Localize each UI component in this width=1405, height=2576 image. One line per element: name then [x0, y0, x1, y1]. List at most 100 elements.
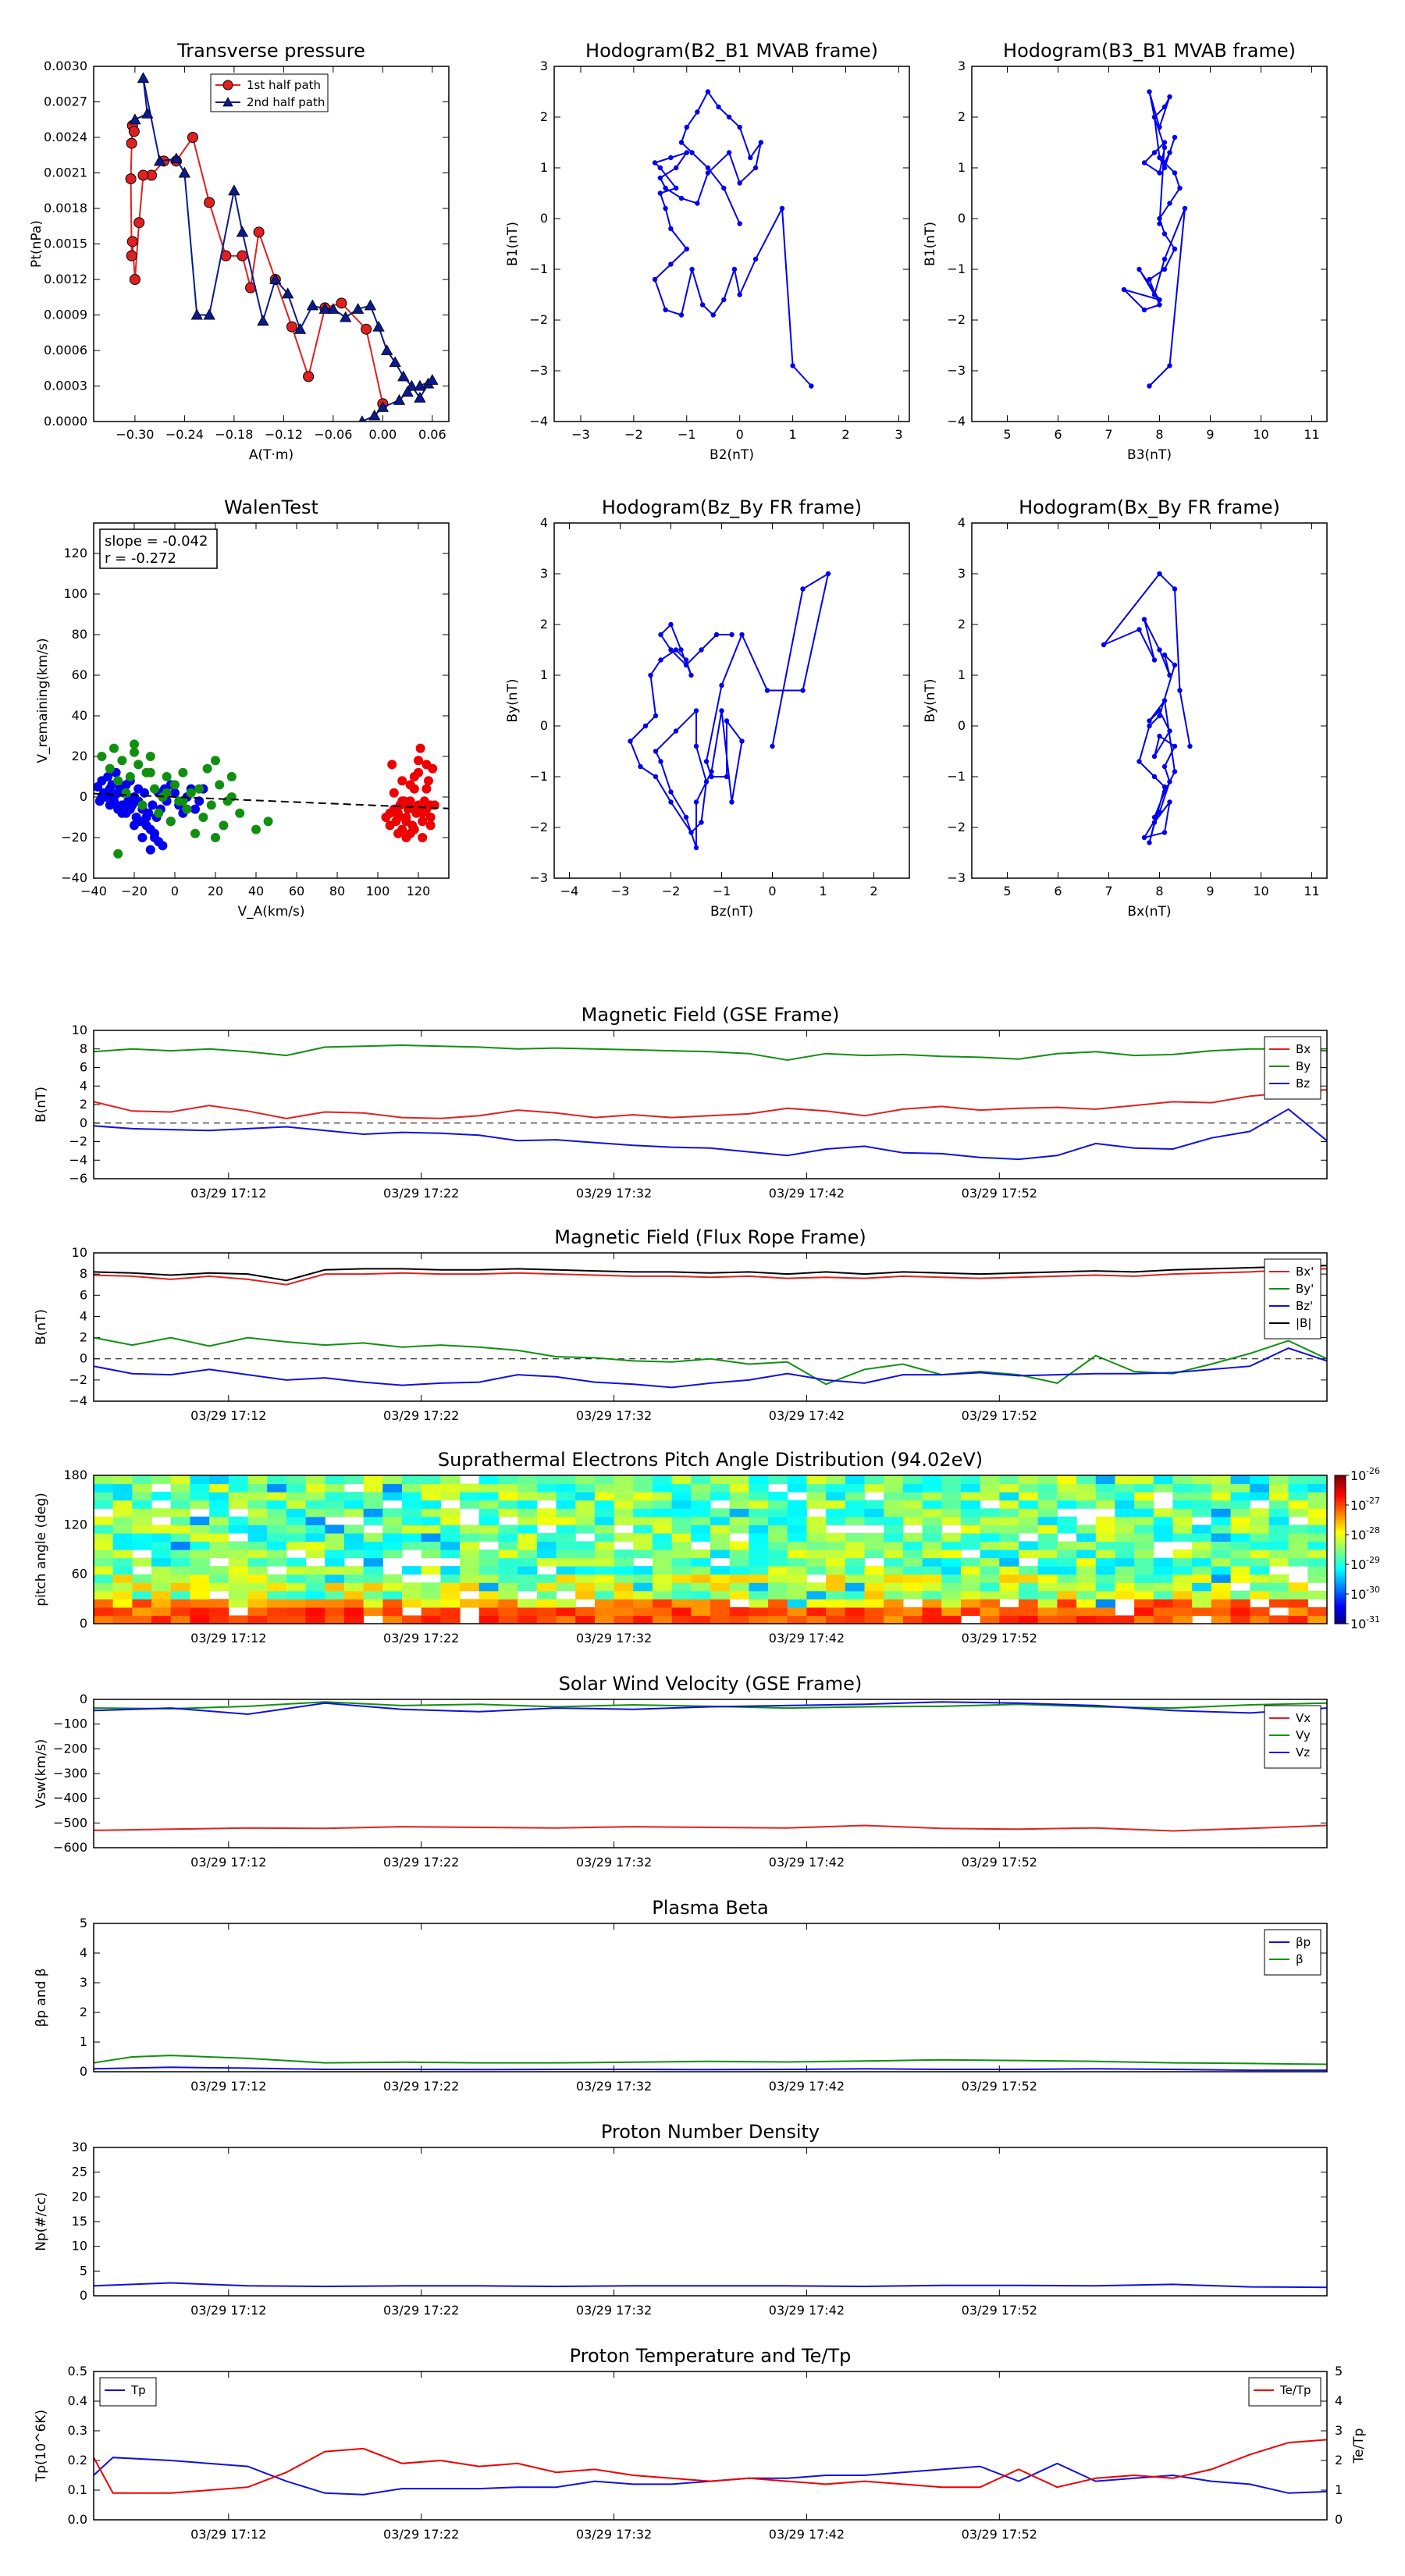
pad-cell — [1211, 1500, 1232, 1509]
pt-point — [126, 137, 137, 149]
pt-point — [203, 308, 215, 320]
h31-ytick-label: 3 — [958, 59, 966, 73]
pad-cell — [1153, 1557, 1174, 1567]
hbx-xlabel: Bx(nT) — [1127, 904, 1171, 920]
pad-cell — [518, 1574, 538, 1583]
pad-cell — [363, 1475, 383, 1485]
bfr-panel: Magnetic Field (Flux Rope Frame)−4−20246… — [34, 1226, 1328, 1423]
pad-colorbar-step — [1335, 1535, 1346, 1538]
pt-title: Transverse pressure — [176, 40, 365, 62]
walen-point — [130, 739, 139, 749]
pad-colorbar-base: 10 — [1350, 1617, 1366, 1631]
beta-title: Plasma Beta — [652, 1897, 768, 1919]
pad-cell — [749, 1550, 769, 1559]
tp-ytick-right-label: 3 — [1335, 2423, 1343, 2438]
walen-ytick-label: 40 — [72, 708, 87, 723]
pad-cell — [787, 1550, 808, 1559]
pad-cell — [112, 1599, 133, 1608]
h21-panel: Hodogram(B2_B1 MVAB frame)−4−3−2−10123−3… — [505, 40, 910, 463]
pad-cell — [1095, 1475, 1116, 1485]
pad-cell — [1037, 1557, 1058, 1567]
vsw-ytick-label: −200 — [53, 1741, 87, 1756]
pad-cell — [594, 1516, 615, 1525]
pad-cell — [1172, 1582, 1193, 1592]
pad-xtick-label: 03/29 17:12 — [190, 1631, 266, 1646]
pad-cell — [112, 1606, 133, 1617]
pad-cell — [691, 1475, 711, 1485]
pad-cell — [1307, 1590, 1328, 1599]
pad-cell — [1288, 1541, 1308, 1550]
pad-cell — [633, 1475, 653, 1485]
h31-point — [1147, 89, 1152, 94]
pad-cell — [826, 1550, 846, 1559]
pad-cell — [460, 1557, 480, 1567]
pad-cell — [787, 1508, 808, 1517]
legend-label: Bz — [1296, 1076, 1310, 1091]
walen-point — [235, 808, 245, 818]
pad-cell — [1153, 1483, 1174, 1493]
hbx-xtick-label: 9 — [1206, 884, 1214, 898]
pad-cell — [633, 1483, 653, 1493]
pad-cell — [1095, 1483, 1116, 1493]
bgse-xtick-label: 03/29 17:52 — [962, 1186, 1037, 1201]
pad-cell — [1211, 1516, 1232, 1525]
pad-cell — [1307, 1541, 1328, 1550]
pad-cell — [691, 1516, 711, 1525]
pad-cell — [382, 1599, 403, 1608]
pad-cell — [768, 1541, 788, 1550]
bgse-ytick-label: 8 — [80, 1041, 87, 1056]
pad-cell — [652, 1492, 673, 1501]
pad-cell — [1134, 1516, 1154, 1525]
pad-cell — [1115, 1500, 1135, 1509]
pad-cell — [1307, 1557, 1328, 1567]
hbx-ytick-label: −2 — [947, 820, 966, 834]
tp-ylabel-right: Te/Tp — [1351, 2428, 1367, 2464]
bfr-xtick-label: 03/29 17:22 — [383, 1408, 459, 1423]
pad-cell — [999, 1574, 1019, 1583]
walen-point — [401, 817, 411, 827]
pad-cell — [749, 1508, 769, 1517]
pad-cell — [170, 1574, 191, 1583]
pad-cell — [1076, 1475, 1097, 1485]
pad-cell — [94, 1590, 114, 1599]
pad-cell — [980, 1525, 1000, 1534]
walen-point — [190, 828, 200, 838]
hbz-xtick-label: −2 — [662, 884, 681, 898]
walen-point — [109, 743, 119, 753]
hbz-point — [703, 779, 710, 785]
pad-cell — [729, 1525, 749, 1534]
pad-cell — [305, 1525, 325, 1534]
hbx-point — [1147, 723, 1152, 729]
pad-cell — [1019, 1516, 1039, 1525]
bgse-ytick-label: −6 — [69, 1171, 87, 1186]
pad-cell — [1230, 1475, 1250, 1485]
h21-point — [748, 155, 753, 161]
pt-xtick-label: −0.06 — [314, 427, 352, 442]
pad-cell — [536, 1516, 557, 1525]
pad-cell — [749, 1516, 769, 1525]
legend-label: By' — [1296, 1282, 1314, 1296]
pad-cell — [286, 1516, 307, 1525]
tp-xtick-label: 03/29 17:12 — [190, 2527, 266, 2542]
pad-cell — [1268, 1475, 1289, 1485]
walen-frame — [93, 522, 450, 879]
pad-cell — [671, 1525, 692, 1534]
pad-cell — [536, 1582, 557, 1592]
pad-colorbar-step — [1335, 1557, 1346, 1560]
pad-cell — [1307, 1508, 1328, 1517]
pad-cell — [1134, 1492, 1154, 1501]
pad-cell — [247, 1541, 268, 1550]
vsw-frame — [93, 1699, 1328, 1848]
pad-cell — [806, 1483, 827, 1493]
pad-cell — [960, 1525, 981, 1534]
pad-cell — [440, 1574, 461, 1583]
pad-cell — [478, 1508, 500, 1517]
walen-point — [206, 800, 216, 810]
legend-label: By — [1296, 1059, 1311, 1073]
pad-cell — [1192, 1525, 1212, 1534]
walen-slope-label: slope = -0.042 — [105, 533, 208, 550]
pad-cell — [498, 1599, 518, 1608]
bfr-ytick-label: 4 — [80, 1308, 87, 1323]
pt-point — [397, 370, 410, 382]
hbx-point — [1161, 789, 1168, 795]
